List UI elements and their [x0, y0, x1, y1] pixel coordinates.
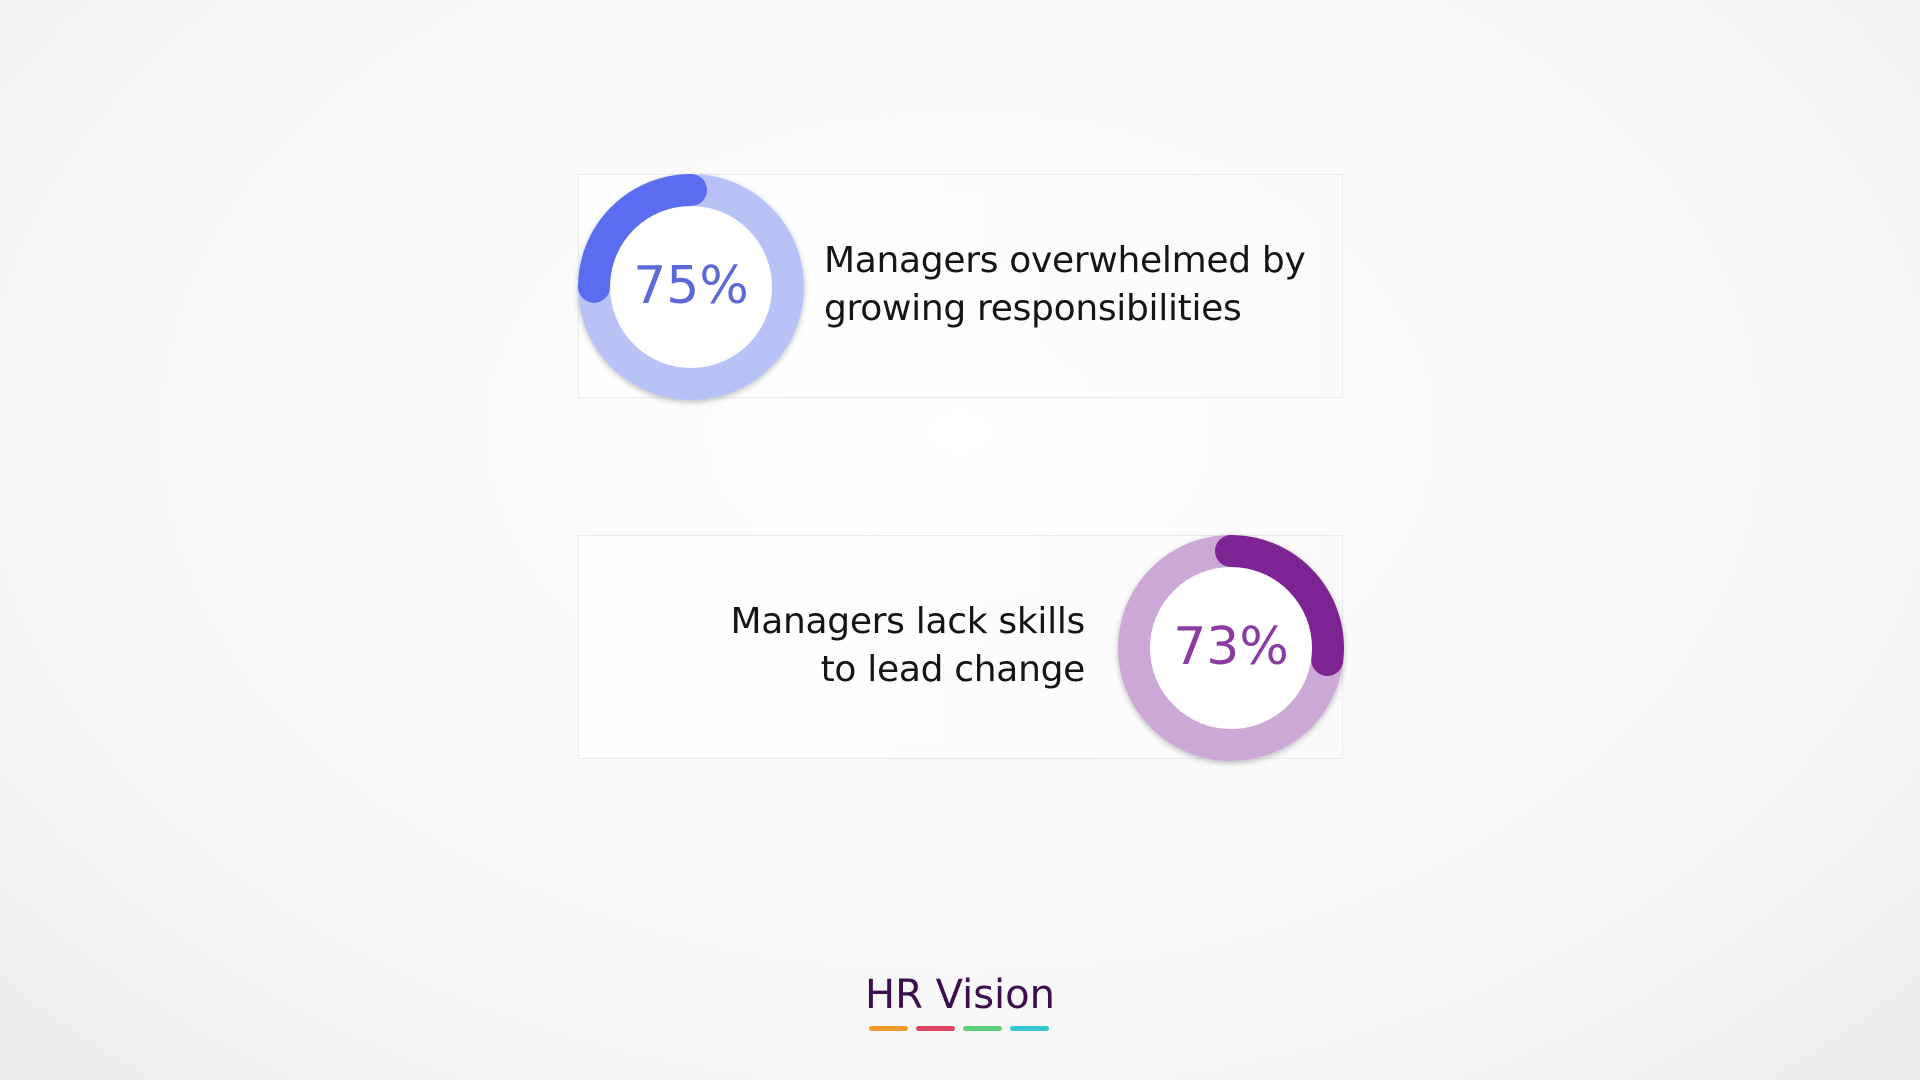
dash — [916, 1026, 955, 1031]
text-line: to lead change — [820, 649, 1086, 690]
card-text: Managers overwhelmed by growing responsib… — [824, 237, 1306, 333]
text-line: Managers overwhelmed by — [824, 240, 1306, 281]
donut: 75% — [578, 174, 804, 400]
donut-remainder — [1118, 535, 1344, 761]
brand-dashes — [869, 1026, 1049, 1031]
donut-hole — [1151, 568, 1311, 728]
card-text: Managers lack skills to lead change — [730, 598, 1085, 694]
text-line: growing responsibilities — [824, 288, 1242, 329]
percent-label: 73% — [1173, 617, 1289, 677]
donut-ring — [1118, 535, 1344, 761]
percent-label: 75% — [633, 256, 749, 316]
dash — [1010, 1026, 1049, 1031]
donut: 73% — [1118, 535, 1344, 761]
donut-remainder — [578, 174, 804, 400]
text-line: Managers lack skills — [730, 601, 1085, 642]
brand: HR Vision — [865, 972, 1055, 1018]
dash — [963, 1026, 1002, 1031]
dash — [869, 1026, 908, 1031]
donut-hole — [611, 207, 771, 367]
donut-ring — [578, 174, 804, 400]
